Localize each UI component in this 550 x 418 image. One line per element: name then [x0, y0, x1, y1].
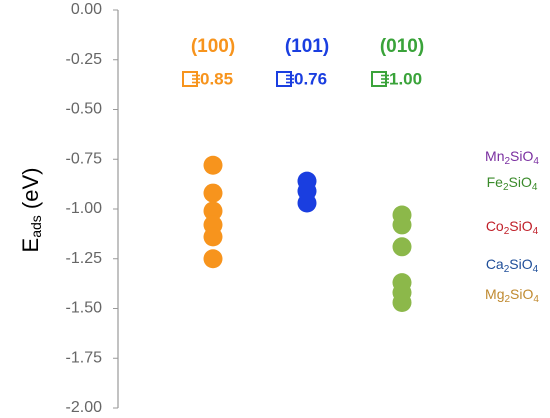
y-label-unit: (eV): [18, 168, 43, 210]
y-label-sub: ads: [28, 215, 44, 238]
data-point: [203, 201, 223, 221]
material-sub: 2: [504, 156, 510, 167]
data-point: [297, 193, 317, 213]
data-point: [203, 227, 223, 247]
y-tick-label: -2.00: [66, 399, 103, 416]
material-element: Mn: [485, 148, 504, 164]
material-label: Mg2SiO4: [485, 286, 539, 305]
y-tick-label: -0.50: [66, 101, 103, 118]
facet-label: (010): [380, 36, 424, 57]
material-label: Fe2SiO4: [487, 174, 538, 193]
material-sub: 2: [504, 294, 510, 305]
data-point: [392, 237, 412, 257]
y-tick-label: -1.75: [66, 349, 103, 366]
data-point: [203, 249, 223, 269]
material-mid: SiO: [509, 174, 532, 190]
y-tick-label: -0.75: [66, 150, 103, 167]
material-element: Ca: [486, 256, 504, 272]
material-label: Ca2SiO4: [486, 256, 539, 275]
data-point: [392, 293, 412, 313]
material-label: Mn2SiO4: [485, 148, 539, 167]
badge-value: 0.76: [294, 69, 327, 88]
material-sub: 4: [533, 294, 539, 305]
facet-label: (101): [285, 36, 329, 57]
material-mid: SiO: [510, 286, 533, 302]
y-tick-label: 0.00: [71, 1, 102, 18]
facet-label: (100): [191, 36, 235, 57]
material-mid: SiO: [510, 148, 533, 164]
material-element: Co: [486, 218, 504, 234]
material-mid: SiO: [509, 218, 532, 234]
material-label: Co2SiO4: [486, 218, 539, 237]
y-axis-label: Eads (eV): [18, 168, 44, 253]
data-point: [203, 183, 223, 203]
y-tick-label: -1.00: [66, 200, 103, 217]
y-tick-label: -1.25: [66, 250, 103, 267]
material-mid: SiO: [509, 256, 532, 272]
material-element: Fe: [487, 174, 504, 190]
badge-value: 1.00: [389, 69, 422, 88]
material-sub: 4: [533, 226, 539, 237]
y-label-main: E: [18, 238, 43, 253]
material-sub: 4: [533, 264, 539, 275]
y-tick-label: -0.25: [66, 51, 103, 68]
badge-value: 0.85: [200, 69, 233, 88]
material-sub: 4: [532, 182, 538, 193]
material-sub: 2: [504, 226, 510, 237]
material-element: Mg: [485, 286, 504, 302]
data-point: [392, 215, 412, 235]
data-point: [203, 155, 223, 175]
material-sub: 4: [533, 156, 539, 167]
material-sub: 2: [504, 264, 510, 275]
y-tick-label: -1.50: [66, 300, 103, 317]
material-sub: 2: [503, 182, 509, 193]
